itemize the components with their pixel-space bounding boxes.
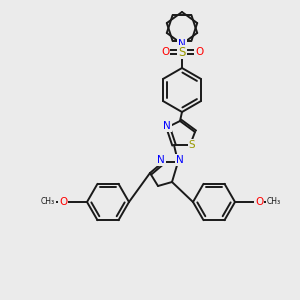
Text: N: N bbox=[176, 155, 184, 165]
Text: O: O bbox=[161, 47, 169, 57]
Text: CH₃: CH₃ bbox=[41, 197, 55, 206]
Text: S: S bbox=[178, 46, 186, 59]
Text: N: N bbox=[163, 121, 171, 131]
Text: O: O bbox=[255, 197, 263, 207]
Text: N: N bbox=[157, 155, 165, 165]
Text: N: N bbox=[178, 39, 186, 49]
Text: O: O bbox=[59, 197, 67, 207]
Text: S: S bbox=[189, 140, 195, 150]
Text: O: O bbox=[195, 47, 203, 57]
Text: CH₃: CH₃ bbox=[267, 197, 281, 206]
